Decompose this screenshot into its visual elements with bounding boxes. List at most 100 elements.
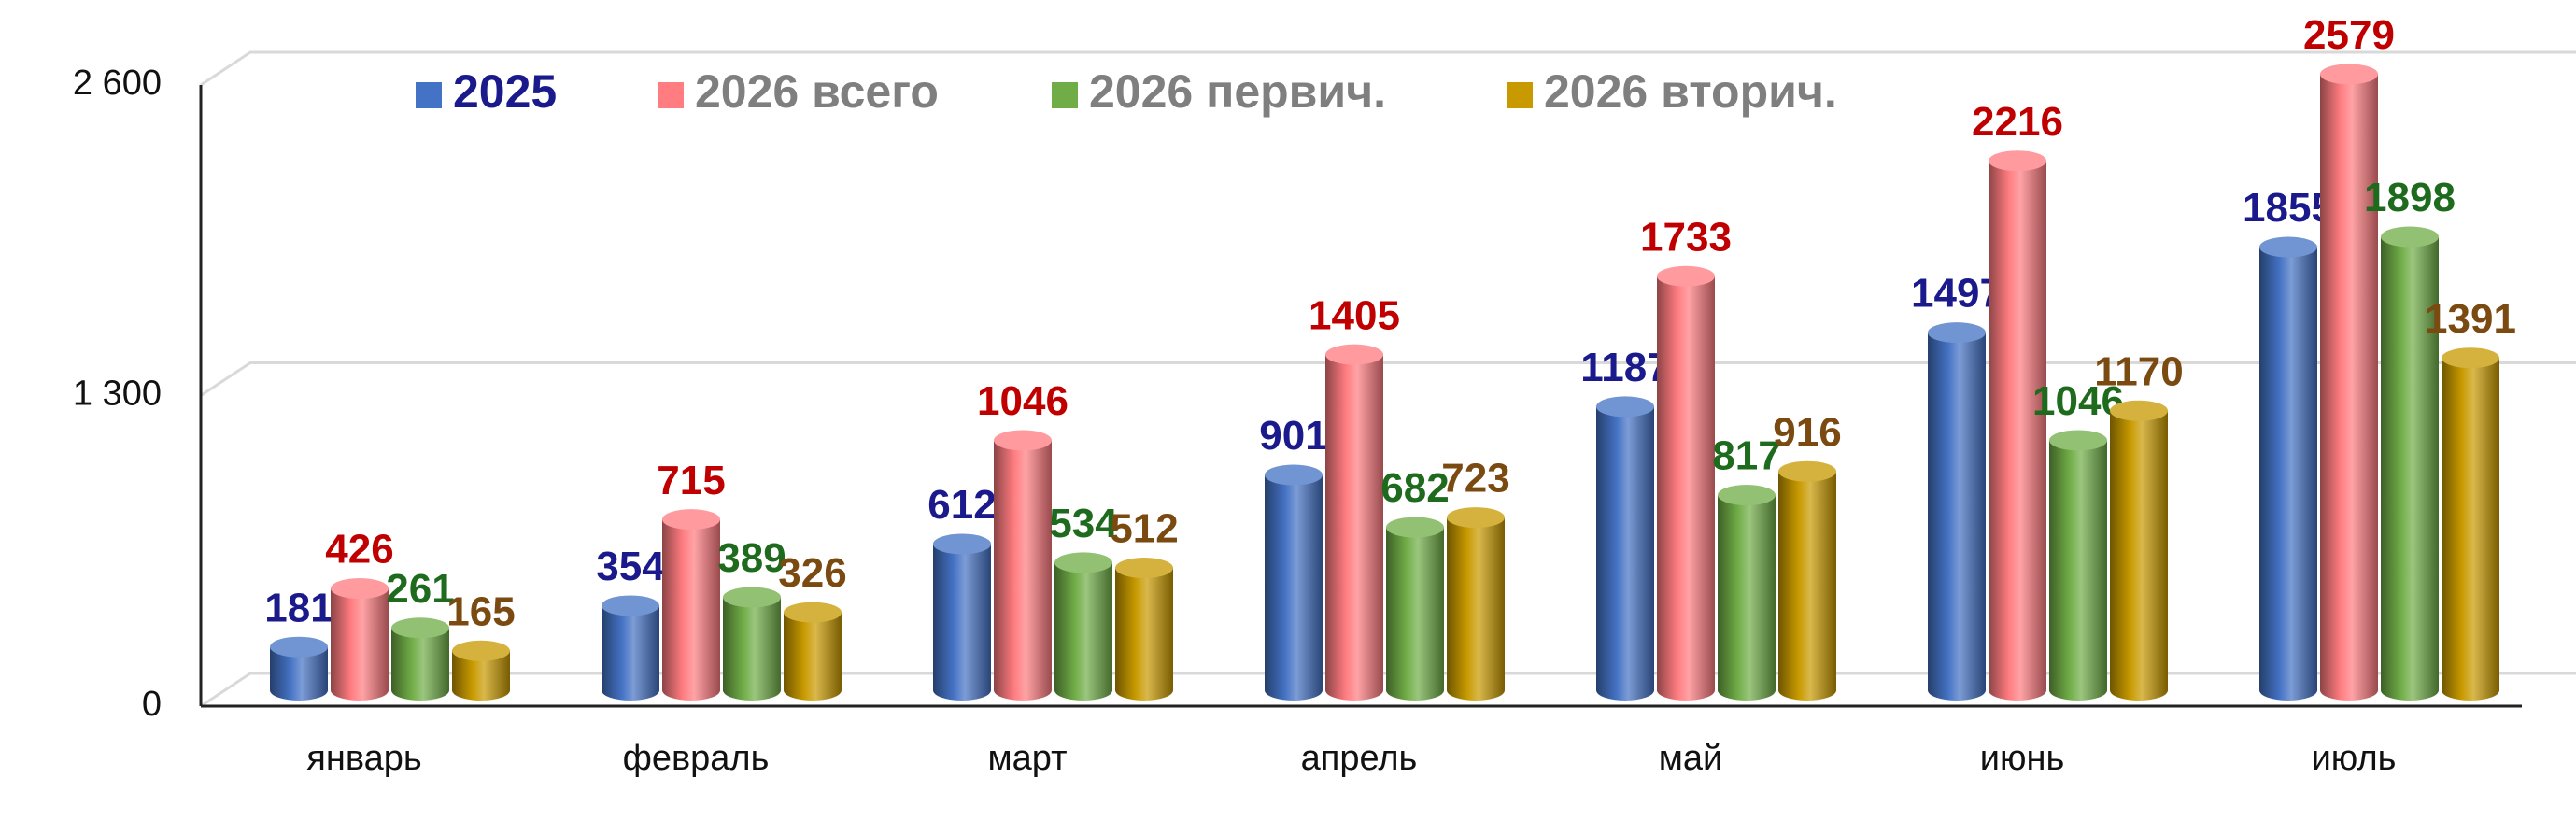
data-label: 389 (717, 535, 786, 581)
legend-swatch (658, 82, 684, 108)
bar-top (391, 617, 449, 639)
bar-body (2320, 74, 2378, 701)
data-label: 1405 (1309, 292, 1400, 338)
bar (391, 617, 449, 701)
bar-body (1386, 527, 1444, 701)
data-label: 1046 (977, 378, 1069, 424)
bar-body (1265, 474, 1323, 701)
bar-body (723, 597, 781, 701)
bar-top (933, 533, 991, 555)
bar-body (662, 519, 720, 701)
legend-label: 2026 первич. (1089, 65, 1386, 118)
data-label: 181 (264, 585, 333, 630)
bar (1778, 460, 1836, 701)
bar-body (1928, 333, 1986, 701)
legend-label: 2025 (453, 65, 557, 118)
bar (1265, 464, 1323, 701)
x-tick-label: май (1659, 739, 1723, 778)
bar (723, 587, 781, 701)
x-tick-label: март (988, 739, 1068, 778)
bar-top (1054, 552, 1112, 573)
data-label: 165 (446, 588, 515, 634)
data-label: 1046 (2032, 378, 2124, 424)
x-tick-label: июль (2312, 739, 2397, 778)
bar-body (391, 628, 449, 701)
bar-body (1718, 495, 1776, 701)
bar-top (662, 509, 720, 531)
bar-top (1718, 485, 1776, 506)
bar-top (723, 587, 781, 608)
bar-body (452, 650, 510, 701)
bar (784, 602, 842, 701)
bar (1989, 150, 2046, 701)
bar-body (784, 612, 842, 701)
legend-label: 2026 всего (695, 65, 939, 118)
bar-top (1115, 558, 1173, 579)
legend-label: 2026 вторич. (1544, 65, 1837, 118)
bar-top (2381, 226, 2439, 248)
data-label: 1733 (1640, 214, 1732, 260)
data-label: 901 (1259, 413, 1327, 459)
bar-top (2320, 64, 2378, 85)
y-tick-label: 2 600 (73, 64, 162, 103)
data-label: 1855 (2243, 185, 2334, 231)
data-label: 1898 (2364, 175, 2456, 220)
bar-top (2110, 400, 2168, 421)
bar-top (784, 602, 842, 623)
bar-body (1657, 276, 1715, 701)
bar-body (1054, 562, 1112, 701)
bar-top (2259, 236, 2317, 258)
bar (602, 595, 659, 701)
bar (933, 533, 991, 701)
bar-body (2442, 358, 2499, 701)
y-tick-label: 0 (142, 685, 162, 724)
bar-top (1989, 150, 2046, 172)
bar (1325, 344, 1383, 701)
bar-top (602, 595, 659, 616)
bar-body (1325, 354, 1383, 701)
bar-top (994, 430, 1052, 451)
x-tick-label: январь (306, 739, 421, 778)
data-label: 916 (1773, 409, 1841, 455)
x-tick-label: апрель (1301, 739, 1418, 778)
bar (1928, 322, 1986, 701)
bar-body (1115, 568, 1173, 701)
x-tick-label: июнь (1980, 739, 2065, 778)
data-label: 1497 (1911, 271, 2003, 317)
bar-top (1596, 396, 1654, 418)
grid-line (200, 50, 2576, 87)
bar (1657, 265, 1715, 701)
data-label: 534 (1049, 501, 1118, 546)
data-label: 261 (386, 566, 454, 612)
bar (662, 509, 720, 701)
bar (270, 636, 328, 701)
bar-body (994, 440, 1052, 701)
bar (2049, 430, 2107, 701)
bar-top (2049, 430, 2107, 451)
bar-body (933, 544, 991, 701)
data-label: 723 (1441, 456, 1509, 502)
bar-top (1657, 265, 1715, 287)
data-label: 612 (927, 482, 996, 528)
bar-body (1778, 471, 1836, 701)
bar-top (1447, 507, 1505, 529)
data-label: 1187 (1580, 345, 1669, 390)
bar (1596, 396, 1654, 701)
bar (2320, 64, 2378, 701)
bar (1386, 517, 1444, 701)
bar-top (270, 636, 328, 658)
bar (331, 578, 389, 701)
bar (994, 430, 1052, 701)
bar-top (331, 578, 389, 600)
y-tick-label: 1 300 (73, 375, 162, 414)
data-label: 682 (1380, 465, 1449, 511)
bar (1054, 552, 1112, 701)
bar (2110, 400, 2168, 701)
data-label: 1170 (2094, 348, 2183, 394)
data-label: 817 (1712, 433, 1780, 479)
legend-swatch (1507, 82, 1533, 108)
data-label: 426 (325, 527, 393, 573)
data-label: 512 (1110, 506, 1178, 552)
legend-swatch (416, 82, 442, 108)
bar (2259, 236, 2317, 701)
